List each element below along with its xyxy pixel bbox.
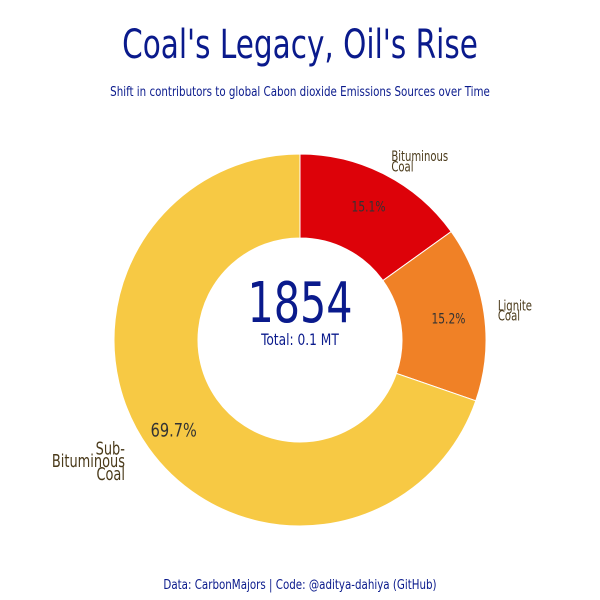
slice-percent-label: 69.7% bbox=[151, 420, 197, 442]
slice-category-label: Lignite Coal bbox=[498, 297, 532, 324]
center-year: 1854 bbox=[247, 271, 352, 337]
caption: Data: CarbonMajors | Code: @aditya-dahiy… bbox=[163, 578, 437, 593]
slice-percent-label: 15.1% bbox=[352, 200, 386, 216]
slice-category-label: Bituminous Coal bbox=[391, 148, 448, 175]
center-total: Total: 0.1 MT bbox=[260, 331, 339, 349]
slice-percent-label: 15.2% bbox=[431, 311, 465, 327]
chart-title: Coal's Legacy, Oil's Rise bbox=[122, 22, 478, 68]
slice-sub-bituminous-coal bbox=[113, 153, 477, 527]
slice-category-label: Sub-Bituminous Coal bbox=[52, 438, 125, 485]
chart-subtitle: Shift in contributors to global Cabon di… bbox=[110, 85, 490, 100]
